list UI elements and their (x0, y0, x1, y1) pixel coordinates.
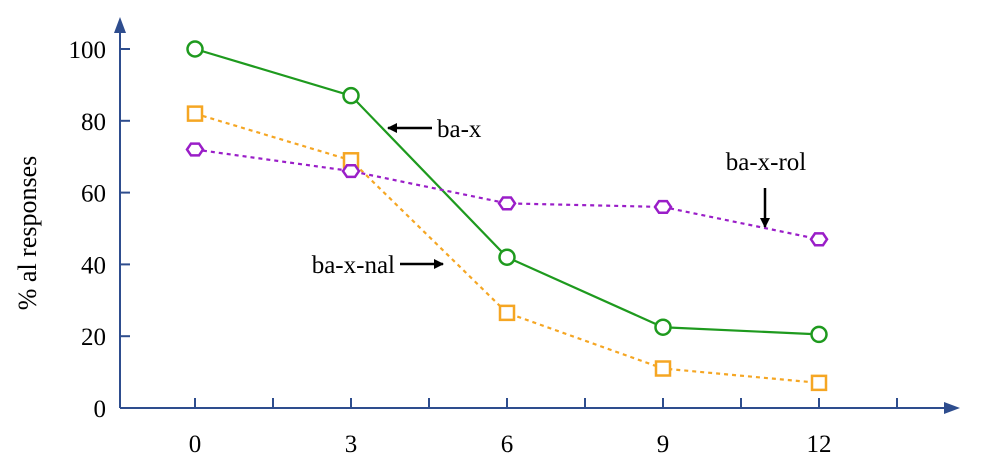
series-line (194, 47, 820, 336)
data-point (341, 163, 361, 179)
data-point (810, 325, 828, 344)
annotation-ba-x-nal: ba-x-nal (312, 252, 444, 279)
y-axis-label: % al responses (13, 156, 42, 311)
annotation-label: ba-x (437, 116, 482, 143)
series-ba-x-nal (186, 105, 828, 392)
data-point (342, 86, 360, 105)
y-tick-label: 80 (81, 109, 106, 136)
x-tick-label: 9 (657, 431, 670, 458)
y-axis-arrow (114, 17, 126, 33)
data-point (186, 40, 204, 58)
y-tick-label: 20 (81, 324, 106, 351)
axes (114, 17, 960, 414)
data-point (498, 304, 516, 322)
y-tick-label: 0 (94, 396, 107, 423)
data-point (653, 199, 673, 215)
annotation-label: ba-x-rol (726, 149, 807, 176)
series-layer (185, 40, 829, 392)
y-tick-label: 60 (81, 181, 106, 208)
data-point (498, 248, 516, 266)
data-point (654, 360, 672, 377)
x-tick-label: 3 (345, 431, 358, 458)
annotation-ba-x-rol: ba-x-rol (726, 149, 807, 228)
series-line (194, 148, 820, 241)
y-tick-label: 100 (69, 37, 107, 64)
series-ba-x (186, 40, 828, 344)
annotation-label: ba-x-nal (312, 252, 395, 279)
x-tick-label: 12 (807, 431, 832, 458)
tick-labels: 0 3 6 9 12 0 20 40 60 80 100 (69, 37, 832, 458)
x-tick-label: 0 (189, 431, 202, 458)
data-point (809, 232, 829, 247)
annotation-ba-x: ba-x (387, 116, 482, 143)
data-point (810, 374, 828, 392)
data-point (185, 142, 205, 157)
series-ba-x-rol (185, 142, 829, 247)
annotations: ba-x ba-x-nal ba-x-rol (312, 116, 807, 279)
data-point (654, 318, 672, 336)
data-point (497, 196, 517, 211)
x-axis-arrow (944, 402, 960, 414)
x-tick-label: 6 (501, 431, 514, 458)
y-tick-label: 40 (81, 252, 106, 279)
data-point (186, 105, 204, 122)
